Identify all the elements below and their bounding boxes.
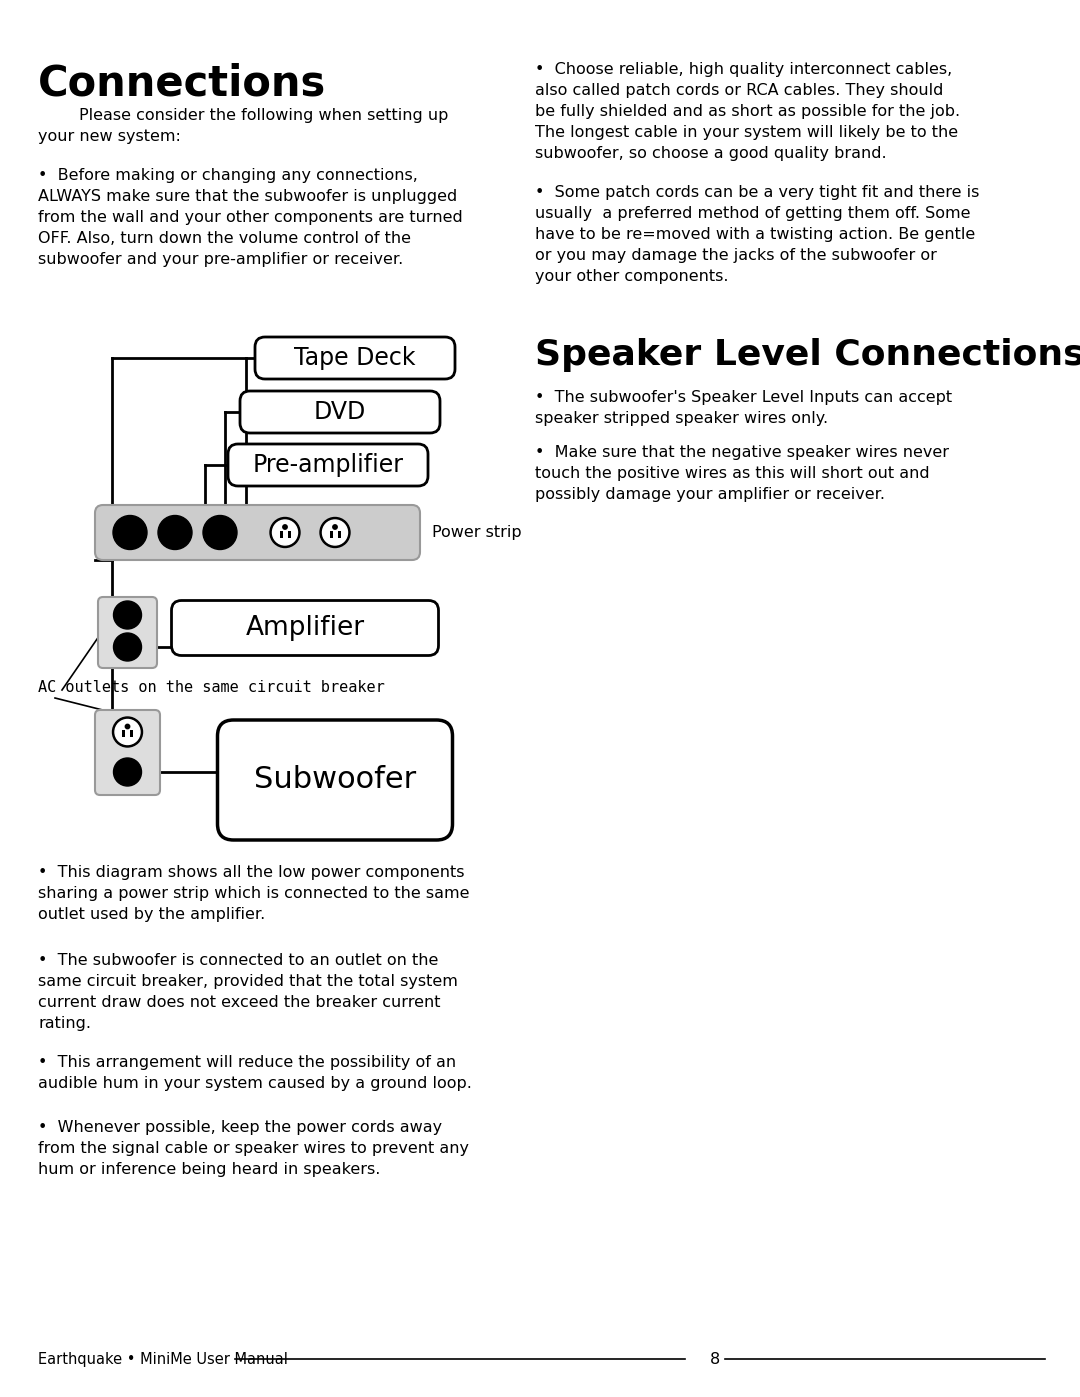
Bar bbox=[287, 531, 291, 538]
Text: Earthquake • MiniMe User Manual: Earthquake • MiniMe User Manual bbox=[38, 1352, 288, 1368]
FancyBboxPatch shape bbox=[217, 719, 453, 840]
FancyBboxPatch shape bbox=[172, 601, 438, 655]
Text: Amplifier: Amplifier bbox=[245, 615, 365, 641]
Circle shape bbox=[333, 525, 337, 529]
Circle shape bbox=[272, 520, 297, 545]
Text: 8: 8 bbox=[710, 1352, 720, 1368]
Text: AC outlets on the same circuit breaker: AC outlets on the same circuit breaker bbox=[38, 680, 384, 694]
Circle shape bbox=[114, 719, 140, 745]
FancyBboxPatch shape bbox=[255, 337, 455, 379]
Text: Speaker Level Connections: Speaker Level Connections bbox=[535, 338, 1080, 372]
Circle shape bbox=[113, 601, 141, 629]
Text: •  This arrangement will reduce the possibility of an
audible hum in your system: • This arrangement will reduce the possi… bbox=[38, 1055, 472, 1091]
Text: •  Whenever possible, keep the power cords away
from the signal cable or speaker: • Whenever possible, keep the power cord… bbox=[38, 1120, 469, 1178]
Bar bbox=[329, 531, 333, 538]
Circle shape bbox=[320, 517, 350, 548]
FancyBboxPatch shape bbox=[95, 710, 160, 795]
Text: •  Some patch cords can be a very tight fit and there is
usually  a preferred me: • Some patch cords can be a very tight f… bbox=[535, 184, 980, 284]
Text: •  This diagram shows all the low power components
sharing a power strip which i: • This diagram shows all the low power c… bbox=[38, 865, 470, 922]
FancyBboxPatch shape bbox=[95, 504, 420, 560]
Circle shape bbox=[283, 525, 287, 529]
Circle shape bbox=[113, 759, 141, 787]
Circle shape bbox=[203, 515, 237, 549]
Text: DVD: DVD bbox=[314, 400, 366, 425]
FancyBboxPatch shape bbox=[240, 391, 440, 433]
Circle shape bbox=[113, 515, 147, 549]
Text: •  Choose reliable, high quality interconnect cables,
also called patch cords or: • Choose reliable, high quality intercon… bbox=[535, 61, 960, 161]
Bar bbox=[122, 731, 125, 738]
Text: •  The subwoofer's Speaker Level Inputs can accept
speaker stripped speaker wire: • The subwoofer's Speaker Level Inputs c… bbox=[535, 390, 953, 426]
Bar bbox=[130, 731, 133, 738]
FancyBboxPatch shape bbox=[228, 444, 428, 486]
Text: •  Make sure that the negative speaker wires never
touch the positive wires as t: • Make sure that the negative speaker wi… bbox=[535, 446, 949, 502]
Text: Please consider the following when setting up
your new system:: Please consider the following when setti… bbox=[38, 108, 448, 144]
Circle shape bbox=[113, 633, 141, 661]
Text: •  The subwoofer is connected to an outlet on the
same circuit breaker, provided: • The subwoofer is connected to an outle… bbox=[38, 953, 458, 1031]
Bar bbox=[280, 531, 283, 538]
Text: Pre-amplifier: Pre-amplifier bbox=[253, 453, 404, 476]
Text: Subwoofer: Subwoofer bbox=[254, 766, 416, 795]
Text: Tape Deck: Tape Deck bbox=[294, 346, 416, 370]
Text: •  Before making or changing any connections,
ALWAYS make sure that the subwoofe: • Before making or changing any connecti… bbox=[38, 168, 462, 267]
Circle shape bbox=[323, 520, 348, 545]
Bar bbox=[337, 531, 340, 538]
Circle shape bbox=[112, 717, 143, 747]
Circle shape bbox=[270, 517, 300, 548]
FancyBboxPatch shape bbox=[98, 597, 157, 668]
Circle shape bbox=[125, 724, 130, 729]
Text: Power strip: Power strip bbox=[432, 525, 522, 541]
Text: Connections: Connections bbox=[38, 61, 326, 103]
Circle shape bbox=[158, 515, 192, 549]
